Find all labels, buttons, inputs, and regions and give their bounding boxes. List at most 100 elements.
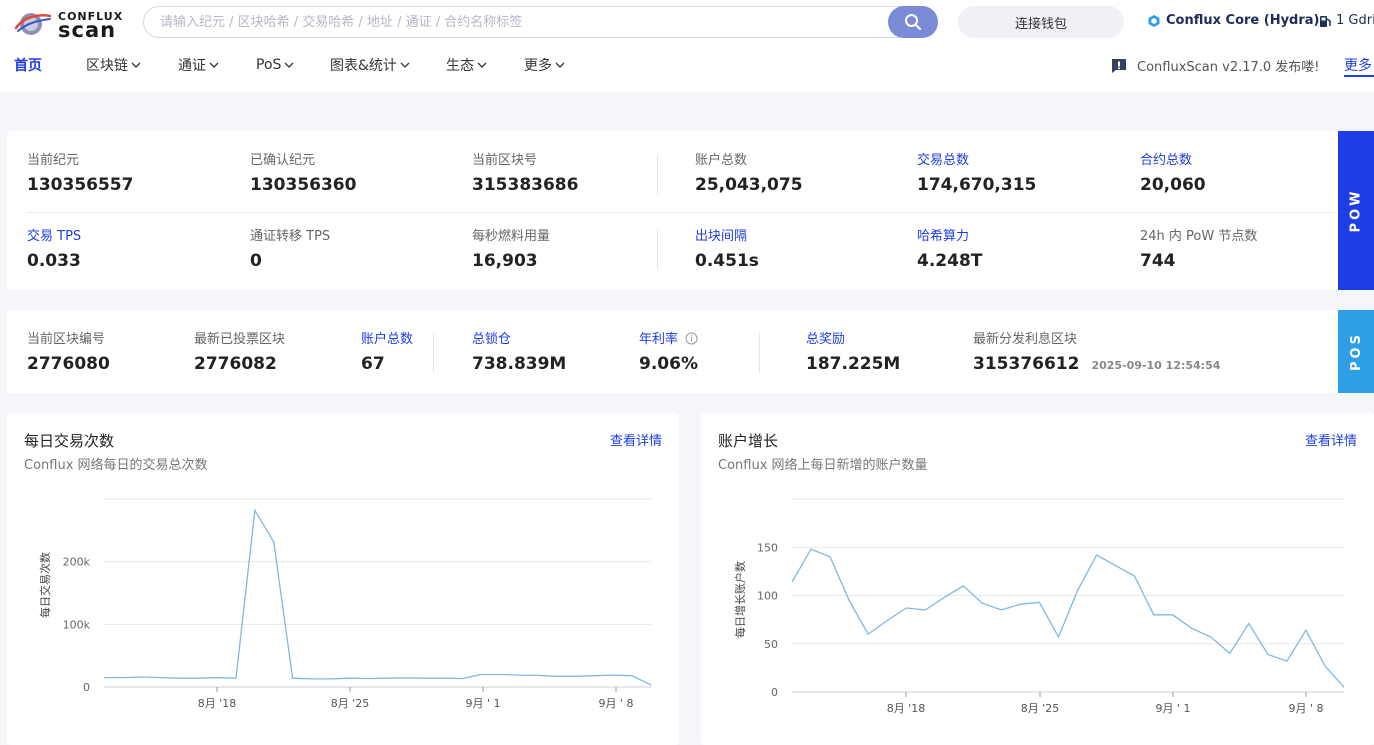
stat-label-link[interactable]: 年利率	[639, 332, 698, 348]
search-input[interactable]	[160, 7, 880, 37]
stat-token-transfer-tps: 通证转移 TPS 0	[250, 229, 330, 271]
stat-value: 744	[1140, 251, 1176, 271]
connect-wallet-button[interactable]: 连接钱包	[958, 6, 1124, 38]
chevron-down-icon	[400, 62, 410, 68]
chevron-down-icon	[209, 62, 219, 68]
y-tick-label: 150	[757, 541, 778, 554]
account-growth-panel: 账户增长 Conflux 网络上每日新增的账户数量 查看详情 0 50 100 150…	[701, 413, 1374, 745]
stat-pos-accounts[interactable]: 账户总数 67	[361, 332, 413, 374]
stat-value: 4.248T	[917, 251, 983, 271]
stat-label-link[interactable]: 总锁仓	[472, 332, 512, 347]
stat-label-link[interactable]: 账户总数	[361, 332, 414, 347]
view-details-link[interactable]: 查看详情	[1304, 434, 1357, 449]
stat-value: 174,670,315	[917, 175, 1037, 195]
nav-home[interactable]: 首页	[14, 55, 42, 75]
stat-value: 130356360	[250, 175, 357, 195]
stat-label-link[interactable]: 出块间隔	[695, 229, 748, 244]
stat-block-interval[interactable]: 出块间隔 0.451s	[695, 229, 759, 271]
x-tick-label: 9月 ' 8	[598, 697, 633, 710]
release-notice-text: ConfluxScan v2.17.0 发布喽!	[1137, 60, 1320, 75]
chevron-down-icon	[284, 62, 294, 68]
stat-current-epoch: 当前纪元 130356557	[27, 153, 133, 195]
nav-pos-label: PoS	[256, 57, 282, 73]
stat-value: 0.451s	[695, 251, 759, 271]
stat-pos-apy[interactable]: 年利率 9.06%	[639, 332, 698, 374]
nav-charts-stats-label: 图表&统计	[330, 58, 397, 74]
nav-charts-stats[interactable]: 图表&统计	[330, 55, 410, 75]
stat-pos-latest-distribution: 最新分发利息区块 315376612 2025-09-10 12:54:54	[973, 332, 1220, 376]
stat-label-link[interactable]: 交易总数	[917, 153, 970, 168]
nav-ecosystem-label: 生态	[446, 58, 474, 74]
apy-label: 年利率	[639, 332, 679, 347]
chart-subtitle: Conflux 网络上每日新增的账户数量	[718, 458, 928, 473]
nav-pos[interactable]: PoS	[256, 55, 294, 75]
notice-more-link[interactable]: 更多	[1344, 55, 1374, 77]
top-header: CONFLUX scan 连接钱包 Conflux Core (Hydra) 1…	[0, 0, 1374, 92]
stat-label-link[interactable]: 哈希算力	[917, 229, 970, 244]
stat-tx-tps[interactable]: 交易 TPS 0.033	[27, 229, 81, 271]
stat-label-link[interactable]: 合约总数	[1140, 153, 1193, 168]
announcement-icon	[1112, 58, 1126, 73]
nav-blockchain-label: 区块链	[86, 58, 128, 74]
nav-blockchain[interactable]: 区块链	[86, 55, 141, 75]
gas-price-label: 1 Gdrip	[1336, 13, 1374, 28]
conflux-logo-icon	[14, 13, 52, 35]
brand-bottom-text: scan	[58, 18, 117, 42]
pos-stats-card: 当前区块编号 2776080 最新已投票区块 2776082 账户总数 67 总…	[7, 310, 1374, 393]
y-tick-label: 200k	[63, 556, 91, 569]
stat-pos-total-locked[interactable]: 总锁仓 738.839M	[472, 332, 566, 374]
stat-value: 738.839M	[472, 354, 567, 374]
stat-value: 25,043,075	[695, 175, 803, 195]
y-tick-label: 50	[764, 638, 778, 651]
series-line[interactable]	[104, 508, 652, 686]
pos-tag: POS	[1338, 310, 1374, 393]
stat-total-contracts[interactable]: 合约总数 20,060	[1140, 153, 1206, 195]
row-divider	[27, 212, 1339, 213]
y-tick-label: 100k	[63, 618, 91, 631]
gas-price[interactable]: 1 Gdrip	[1318, 13, 1374, 28]
stat-value: 315376612 2025-09-10 12:54:54	[973, 354, 1220, 376]
stat-total-accounts: 账户总数 25,043,075	[695, 153, 803, 195]
stat-label-link[interactable]: 总奖励	[806, 332, 846, 347]
gas-pump-icon	[1320, 15, 1331, 27]
series-line[interactable]	[791, 548, 1345, 688]
stat-current-block: 当前区块号 315383686	[472, 153, 578, 195]
stat-label-link[interactable]: 交易 TPS	[27, 229, 82, 244]
stat-value: 9.06%	[639, 354, 698, 374]
stat-label: 最新分发利息区块	[973, 332, 1078, 347]
x-tick-label: 8月 '18	[887, 702, 926, 715]
search-button[interactable]	[888, 6, 938, 38]
network-selector[interactable]: Conflux Core (Hydra)	[1147, 13, 1319, 28]
daily-transactions-panel: 每日交易次数 Conflux 网络每日的交易总次数 查看详情 0 100k 200k…	[7, 413, 679, 745]
stat-value: 0	[250, 251, 262, 271]
y-axis-label: 每日交易次数	[38, 552, 52, 618]
network-hex-icon	[1148, 14, 1160, 27]
nav-ecosystem[interactable]: 生态	[446, 55, 487, 75]
y-tick-label: 0	[83, 681, 90, 694]
confluxscan-logo[interactable]: CONFLUX scan	[14, 8, 122, 42]
stat-label: 24h 内 PoW 节点数	[1140, 229, 1258, 244]
stat-pos-total-rewards[interactable]: 总奖励 187.225M	[806, 332, 900, 374]
distribution-block[interactable]: 315376612	[973, 354, 1080, 374]
stat-label: 当前区块号	[472, 153, 538, 168]
y-tick-label: 100	[757, 590, 778, 603]
distribution-timestamp: 2025-09-10 12:54:54	[1091, 359, 1221, 372]
x-tick-label: 9月 ' 1	[1155, 702, 1190, 715]
x-tick-label: 8月 '18	[198, 697, 237, 710]
nav-tokens[interactable]: 通证	[178, 55, 219, 75]
info-icon[interactable]	[685, 332, 698, 345]
y-tick-label: 0	[771, 686, 778, 699]
nav-more[interactable]: 更多	[524, 55, 565, 75]
stat-confirmed-epoch: 已确认纪元 130356360	[250, 153, 356, 195]
stat-total-transactions[interactable]: 交易总数 174,670,315	[917, 153, 1036, 195]
stat-hashrate[interactable]: 哈希算力 4.248T	[917, 229, 982, 271]
view-details-link[interactable]: 查看详情	[609, 434, 662, 449]
x-tick-label: 8月 '25	[1021, 702, 1060, 715]
stat-label: 账户总数	[695, 153, 748, 168]
release-notice[interactable]: ConfluxScan v2.17.0 发布喽!	[1111, 56, 1320, 75]
chevron-down-icon	[477, 62, 487, 68]
y-axis-label: 每日增长账户数	[733, 561, 747, 638]
stat-label: 通证转移 TPS	[250, 229, 331, 244]
stat-value: 2776080	[27, 354, 110, 374]
pos-tag-label: POS	[1348, 332, 1364, 371]
